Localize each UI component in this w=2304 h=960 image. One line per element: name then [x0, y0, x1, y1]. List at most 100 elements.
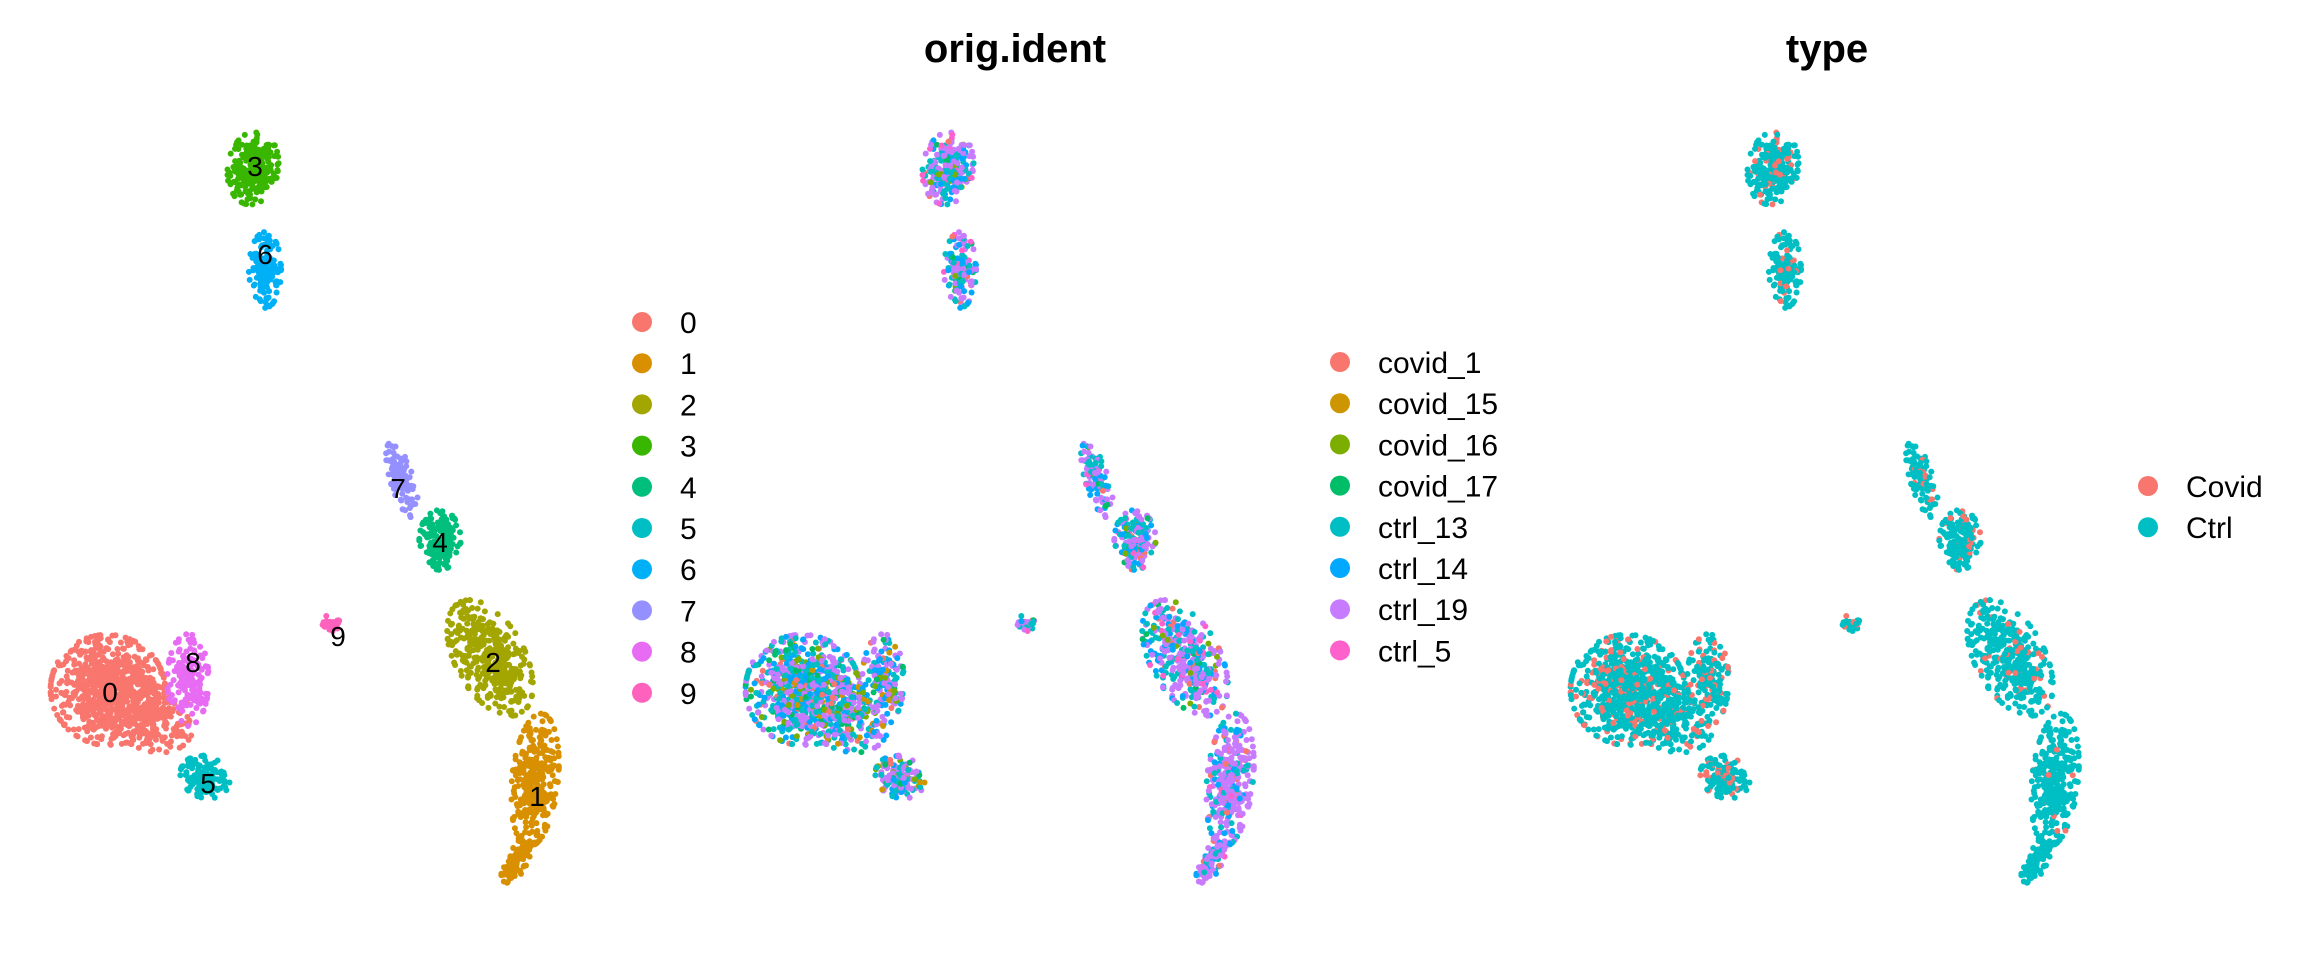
data-point: [434, 519, 441, 526]
data-point: [780, 667, 787, 674]
data-point: [257, 272, 264, 279]
data-point: [83, 638, 90, 645]
data-point: [772, 648, 779, 655]
data-point: [525, 719, 532, 726]
data-point: [761, 694, 768, 701]
data-point: [777, 690, 784, 697]
data-point: [773, 666, 780, 672]
data-point: [115, 650, 122, 657]
data-point: [184, 786, 191, 793]
cluster-label: 1: [529, 781, 545, 812]
data-point: [249, 201, 256, 208]
data-point: [105, 636, 112, 643]
data-point: [824, 732, 831, 739]
legend-label: 7: [680, 595, 697, 628]
data-point: [185, 723, 192, 729]
data-point: [467, 663, 474, 670]
data-point: [1245, 803, 1252, 810]
data-point: [849, 712, 856, 719]
data-point: [525, 728, 532, 735]
data-point: [1224, 673, 1231, 680]
data-point: [821, 740, 828, 747]
legend-key: [632, 641, 652, 662]
data-point: [745, 669, 752, 676]
data-point: [953, 198, 959, 205]
data-point: [156, 746, 163, 753]
data-point: [251, 281, 258, 288]
data-point: [1212, 850, 1219, 857]
data-point: [1226, 840, 1233, 847]
data-point: [792, 649, 799, 656]
data-point: [490, 620, 497, 627]
data-point: [1130, 564, 1137, 571]
data-point: [224, 172, 231, 178]
data-point: [275, 246, 282, 253]
data-point: [323, 618, 330, 625]
data-point: [1186, 680, 1193, 687]
legend-label: 0: [680, 307, 697, 340]
data-point: [855, 704, 862, 711]
data-point: [1159, 684, 1166, 691]
data-point: [1128, 543, 1135, 550]
data-point: [262, 304, 269, 311]
data-point: [520, 781, 527, 788]
data-point: [1152, 529, 1158, 536]
data-point: [1248, 736, 1255, 743]
data-point: [191, 697, 198, 704]
data-point: [1233, 768, 1240, 775]
data-point: [830, 643, 837, 650]
data-point: [471, 654, 478, 661]
data-point: [841, 717, 848, 724]
data-point: [822, 641, 829, 648]
data-point: [855, 714, 861, 721]
data-point: [543, 756, 550, 762]
data-point: [98, 696, 105, 703]
data-point: [511, 868, 518, 875]
cluster-label: 0: [102, 677, 118, 708]
data-point: [1218, 751, 1224, 757]
data-point: [271, 269, 278, 276]
data-point: [743, 675, 750, 681]
data-point: [1141, 543, 1148, 550]
data-point: [843, 651, 850, 658]
data-point: [211, 759, 218, 766]
data-point: [1250, 753, 1257, 760]
data-point: [953, 152, 960, 158]
data-point: [925, 190, 932, 197]
data-point: [457, 598, 464, 605]
data-point: [90, 726, 97, 733]
data-point: [1243, 748, 1249, 755]
data-point: [1159, 632, 1166, 639]
data-point: [134, 694, 141, 701]
data-point: [766, 657, 773, 664]
data-point: [753, 662, 760, 669]
data-point: [758, 673, 765, 680]
data-point: [63, 714, 70, 720]
data-point: [777, 737, 784, 744]
data-point: [234, 184, 241, 191]
data-point: [1211, 739, 1218, 745]
data-point: [273, 289, 280, 296]
data-point: [241, 131, 248, 138]
legend-label: 1: [680, 348, 697, 381]
data-point: [778, 638, 785, 645]
data-point: [1225, 802, 1231, 809]
data-point: [1235, 747, 1242, 754]
data-point: [802, 674, 809, 681]
data-point: [169, 657, 176, 664]
data-point: [53, 686, 59, 693]
data-point: [503, 632, 510, 638]
data-point: [147, 748, 154, 755]
data-point: [751, 680, 758, 687]
data-point: [454, 651, 461, 658]
data-point: [99, 721, 106, 728]
data-point: [444, 636, 451, 643]
data-point: [794, 702, 801, 708]
data-point: [820, 681, 827, 688]
data-point: [200, 707, 207, 714]
data-point: [513, 861, 520, 868]
data-point: [1203, 698, 1210, 704]
data-point: [1122, 515, 1129, 522]
data-point: [1235, 807, 1242, 814]
data-point: [112, 733, 119, 740]
